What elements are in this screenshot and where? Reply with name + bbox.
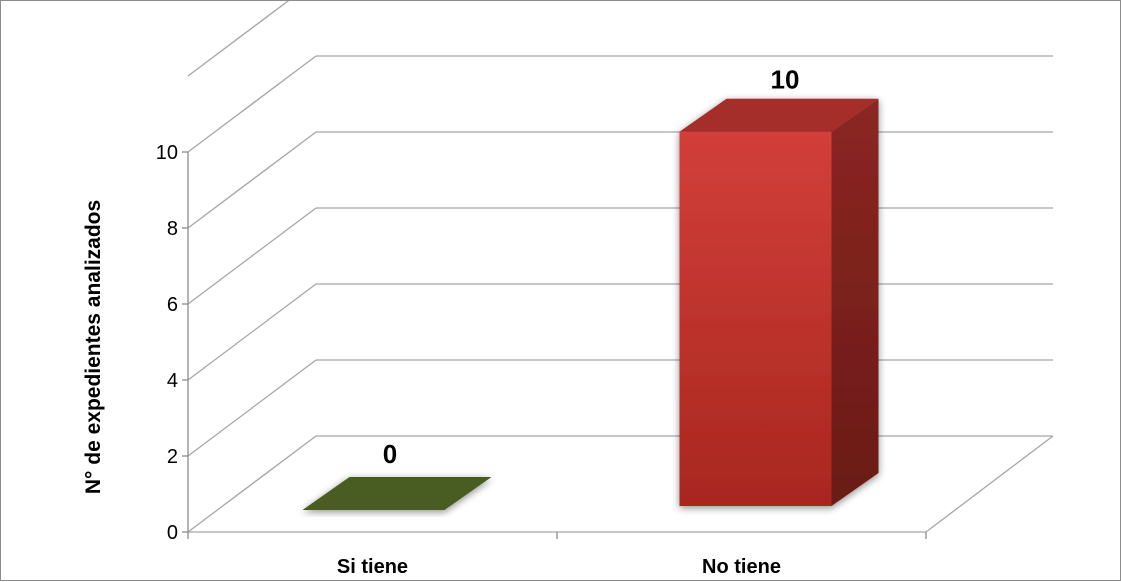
gridline-diagonal xyxy=(187,55,317,153)
y-tick-label: 0 xyxy=(167,522,178,544)
bar-top xyxy=(302,477,492,510)
data-label: 10 xyxy=(771,65,800,95)
data-label: 0 xyxy=(383,439,397,469)
y-axis-title: N° de expedientes analizados xyxy=(82,200,105,494)
bar-si-tiene xyxy=(302,477,492,510)
bar-front xyxy=(679,131,832,506)
y-tick-label: 4 xyxy=(167,370,178,392)
gridline-diagonal xyxy=(187,435,317,533)
gridline-diagonal xyxy=(187,359,317,457)
y-tick-label: 10 xyxy=(156,142,178,164)
bar-no-tiene xyxy=(679,98,879,506)
y-tick-label: 2 xyxy=(167,446,178,468)
y-tick-label: 8 xyxy=(167,218,178,240)
floor-right-edge xyxy=(925,435,1054,533)
gridline-diagonal xyxy=(187,207,317,305)
gridline-diagonal xyxy=(187,283,317,381)
x-category-label: Si tiene xyxy=(337,556,408,578)
gridline-diagonal xyxy=(187,131,317,229)
bar-side xyxy=(831,98,879,506)
gridline-diagonal xyxy=(187,1,290,77)
bar-top xyxy=(679,98,879,132)
x-category-label: No tiene xyxy=(702,556,781,578)
y-tick-label: 6 xyxy=(167,294,178,316)
